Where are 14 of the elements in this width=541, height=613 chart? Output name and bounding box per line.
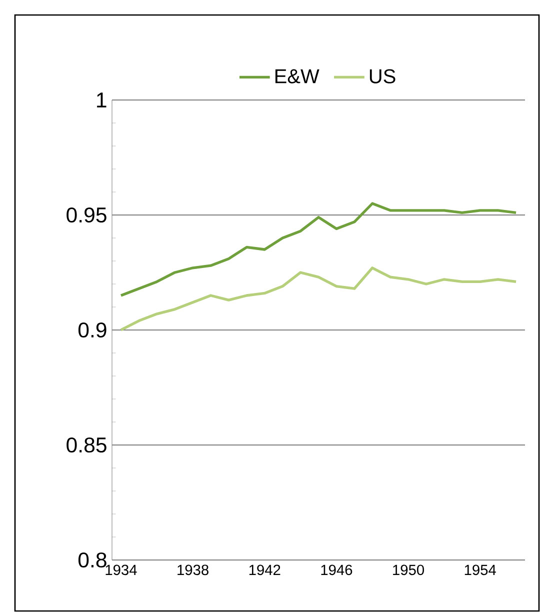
x-tick-label: 1938 [178, 564, 208, 576]
x-tick-label: 1950 [393, 564, 424, 576]
line-series [120, 266, 518, 332]
y-tick-label: 1 [97, 92, 106, 108]
legend-label: US [370, 69, 396, 84]
x-tick-label: 1946 [321, 564, 352, 576]
legend-label: E&W [275, 69, 320, 84]
y-tick-label: 0.95 [66, 207, 106, 223]
x-tick-label: 1942 [249, 564, 280, 576]
y-tick-label: 0.8 [78, 552, 106, 568]
y-tick-label: 0.9 [78, 322, 106, 338]
y-tick-label: 0.85 [66, 437, 106, 453]
x-tick-label: 1954 [464, 564, 496, 576]
x-tick-label: 1934 [106, 564, 137, 576]
